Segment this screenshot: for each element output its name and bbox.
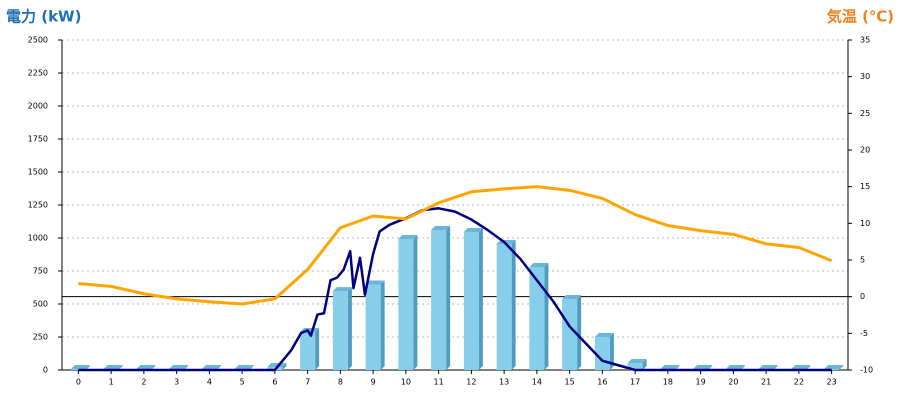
bar-top [529, 262, 549, 267]
bar-top [627, 359, 647, 364]
bar-top [169, 365, 189, 369]
x-tick-label: 15 [565, 378, 575, 387]
bar-side [544, 262, 549, 370]
y-tick-label: 1500 [28, 168, 48, 177]
bar [627, 363, 643, 370]
x-tick-label: 8 [338, 378, 343, 387]
bar-side [315, 328, 320, 370]
x-tick-label: 16 [597, 378, 607, 387]
bar [398, 238, 414, 370]
bar-top [758, 365, 778, 369]
bar-top [660, 365, 680, 369]
bar [529, 266, 545, 370]
power-line [78, 207, 832, 372]
y2-tick-label: 10 [860, 219, 870, 228]
bar-side [347, 287, 352, 370]
x-tick-label: 6 [272, 378, 277, 387]
x-tick-label: 20 [728, 378, 738, 387]
x-tick-label: 18 [663, 378, 673, 387]
bar-top [693, 365, 713, 369]
bar [496, 243, 512, 370]
bar-top [725, 365, 745, 369]
bar-side [446, 226, 451, 370]
bar [431, 230, 447, 370]
y2-tick-label: 0 [860, 292, 865, 301]
y-tick-label: 2500 [28, 36, 48, 45]
bar-top [824, 365, 844, 369]
bar-side [413, 234, 418, 370]
bar [562, 299, 578, 370]
y-tick-label: 500 [33, 300, 48, 309]
bar-side [609, 333, 614, 370]
bar-top [136, 365, 156, 369]
x-tick-label: 13 [499, 378, 509, 387]
y-tick-label: 2250 [28, 69, 48, 78]
x-tick-label: 5 [240, 378, 245, 387]
y2-tick-label: 35 [860, 36, 870, 45]
x-tick-label: 12 [466, 378, 476, 387]
bar-side [839, 365, 844, 370]
x-tick-label: 10 [401, 378, 411, 387]
y-tick-label: 1250 [28, 201, 48, 210]
bar-top [791, 365, 811, 369]
x-tick-label: 23 [827, 378, 837, 387]
y2-tick-label: 5 [860, 256, 865, 265]
bar-top [201, 365, 221, 369]
bar-top [594, 333, 614, 338]
bar-top [267, 363, 287, 368]
x-tick-label: 4 [207, 378, 212, 387]
bar [300, 332, 316, 370]
x-tick-label: 11 [434, 378, 444, 387]
x-tick-label: 14 [532, 378, 542, 387]
bar [332, 291, 348, 370]
bar-top [398, 234, 418, 239]
bar-side [478, 227, 483, 370]
y-axis-title: 電力 (kW) [6, 8, 81, 26]
x-tick-label: 21 [761, 378, 771, 387]
bar-top [365, 280, 385, 285]
bar-side [642, 359, 647, 370]
x-tick-label: 22 [794, 378, 804, 387]
y2-tick-label: -5 [860, 329, 868, 338]
x-tick-label: 17 [630, 378, 640, 387]
y2-tick-label: 20 [860, 146, 870, 155]
bar-top [70, 365, 90, 369]
bar-side [380, 280, 385, 370]
x-tick-label: 9 [371, 378, 376, 387]
x-tick-label: 2 [141, 378, 146, 387]
y2-tick-label: 25 [860, 109, 870, 118]
bar-top [431, 226, 451, 231]
y-tick-label: 0 [43, 366, 48, 375]
bar-top [103, 365, 123, 369]
y2-tick-label: 30 [860, 72, 870, 81]
bar-top [234, 365, 254, 369]
bar-side [511, 239, 516, 370]
y-tick-label: 750 [33, 267, 48, 276]
bar-top [562, 295, 582, 300]
x-tick-label: 3 [174, 378, 179, 387]
y-tick-label: 2000 [28, 102, 48, 111]
x-tick-label: 0 [76, 378, 81, 387]
y-tick-label: 1750 [28, 135, 48, 144]
bar [463, 231, 479, 370]
y2-axis-title: 気温 (℃) [827, 8, 894, 26]
y2-tick-label: 15 [860, 182, 870, 191]
bar-top [463, 227, 483, 232]
bar-side [282, 363, 287, 370]
x-tick-label: 7 [305, 378, 310, 387]
temperature-line [78, 185, 833, 306]
x-tick-label: 1 [109, 378, 114, 387]
bar-side [577, 295, 582, 370]
bar [365, 284, 381, 370]
bar-top [332, 287, 352, 292]
x-tick-label: 19 [696, 378, 706, 387]
y-tick-label: 1000 [28, 234, 48, 243]
y-tick-label: 250 [33, 333, 48, 342]
y2-tick-label: -10 [860, 366, 873, 375]
